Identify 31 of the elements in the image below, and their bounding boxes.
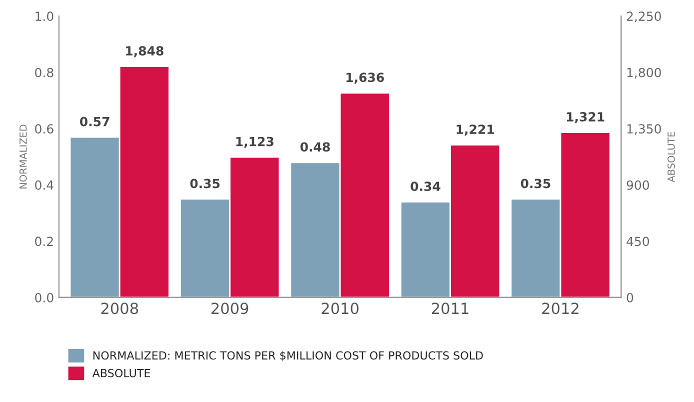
y-tick-label: 0.8 <box>35 68 54 78</box>
y-axis-title: NORMALIZED <box>19 124 27 188</box>
data-label: 0.48 <box>300 142 330 152</box>
y2-tick-label: 450 <box>626 236 650 246</box>
x-tick-label: 2008 <box>101 302 138 314</box>
y-tick-label: 0.4 <box>35 180 54 190</box>
data-label: 1,221 <box>456 124 494 136</box>
y-tick-label: 0.2 <box>35 236 53 246</box>
data-label: 0.35 <box>520 178 550 188</box>
y2-axis-title: ABSOLUTE <box>668 132 675 182</box>
y2-tick-label: 1,350 <box>627 124 661 135</box>
data-label: 0.57 <box>80 116 110 126</box>
y-tick-label: 0.0 <box>35 292 54 302</box>
y2-tick-label: 900 <box>626 180 650 190</box>
data-label: 1,636 <box>346 72 384 84</box>
y-tick-label: 1.0 <box>36 12 54 22</box>
x-tick-label: 2012 <box>542 302 578 314</box>
y2-tick-label: 2,250 <box>626 12 661 22</box>
data-label: 0.35 <box>190 178 220 188</box>
legend-label: ABSOLUTE <box>92 368 150 378</box>
y-tick-label: 0.6 <box>35 124 54 134</box>
y2-tick-label: 1,800 <box>627 68 661 79</box>
x-tick-label: 2011 <box>432 302 468 314</box>
legend-label: NORMALIZED: METRIC TONS PER $MILLION COST OF PRODUCTS SOLD <box>93 351 483 362</box>
x-tick-label: 2010 <box>322 302 358 314</box>
data-label: 0.34 <box>410 182 440 192</box>
data-label: 1,123 <box>236 136 274 148</box>
data-label: 1,321 <box>566 112 604 124</box>
data-label: 1,848 <box>126 46 164 58</box>
x-tick-label: 2009 <box>212 302 248 314</box>
y2-tick-label: 0 <box>626 292 634 302</box>
